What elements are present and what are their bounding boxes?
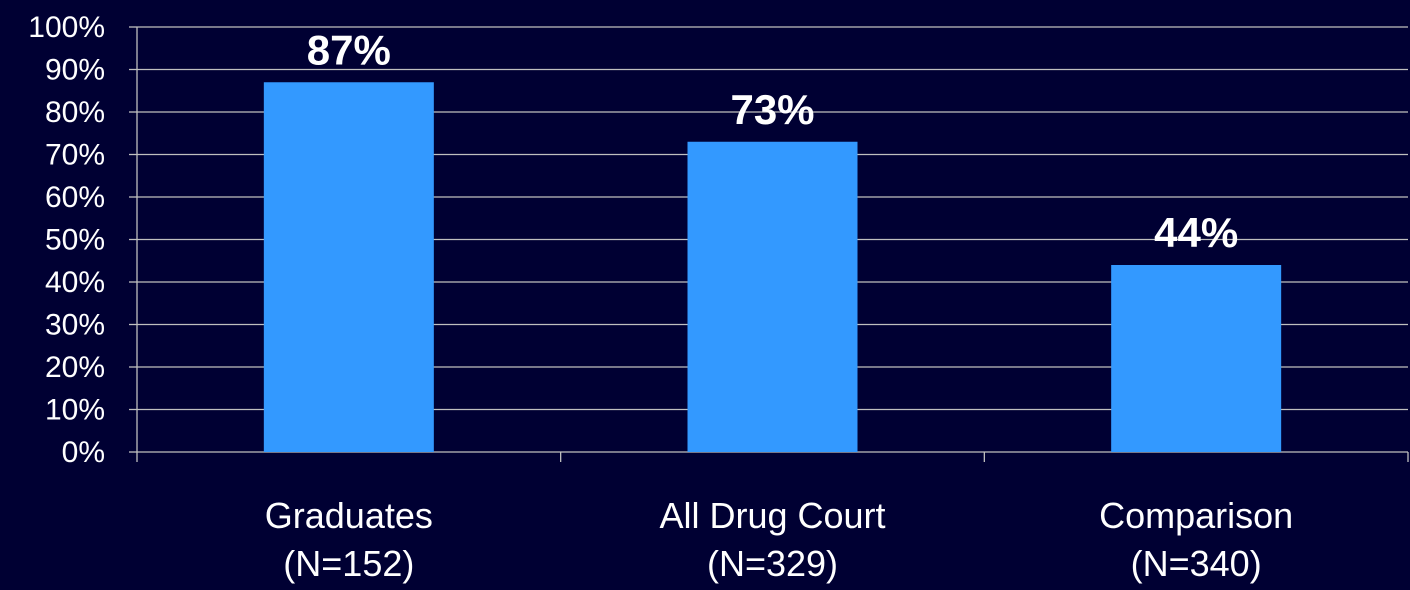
y-tick-label: 10% (45, 394, 105, 427)
bar (687, 141, 858, 452)
y-tick-label: 70% (45, 139, 105, 172)
bar (1111, 265, 1282, 452)
category-label: Comparison (1099, 495, 1293, 536)
y-tick-label: 40% (45, 266, 105, 299)
category-label: All Drug Court (659, 495, 885, 536)
y-tick-label: 100% (28, 11, 105, 44)
category-label: Graduates (265, 495, 433, 536)
y-tick-label: 0% (62, 436, 105, 469)
y-tick-label: 30% (45, 309, 105, 342)
y-tick-label: 80% (45, 96, 105, 129)
bar (263, 82, 434, 452)
data-label: 87% (307, 26, 391, 73)
labels: 0% 10% 20% 30% 40% 50% 60% 70% 80% 90% 100% 87% Grad… (28, 11, 1293, 584)
category-sublabel: (N=340) (1131, 543, 1262, 584)
y-tick-label: 90% (45, 54, 105, 87)
category-sublabel: (N=329) (707, 543, 838, 584)
data-label: 73% (730, 86, 814, 133)
bars (263, 82, 1282, 452)
category-sublabel: (N=152) (283, 543, 414, 584)
y-tick-label: 20% (45, 351, 105, 384)
y-tick-label: 50% (45, 224, 105, 257)
data-label: 44% (1154, 209, 1238, 256)
y-tick-label: 60% (45, 181, 105, 214)
